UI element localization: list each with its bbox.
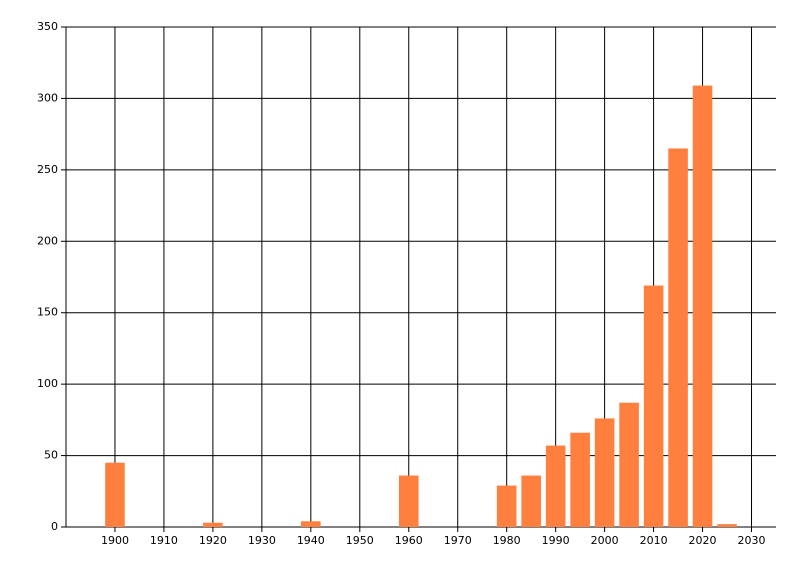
bar <box>594 418 615 527</box>
bar <box>301 521 321 527</box>
x-tick-label: 2010 <box>640 534 668 547</box>
bar <box>496 485 517 527</box>
x-tick-label: 1910 <box>150 534 178 547</box>
bar <box>717 524 737 527</box>
x-tick-label: 2030 <box>738 534 766 547</box>
x-tick-label: 1930 <box>248 534 276 547</box>
y-tick-label: 50 <box>44 449 58 462</box>
x-tick-label: 1900 <box>101 534 129 547</box>
y-tick-label: 250 <box>37 163 58 176</box>
bar <box>643 285 664 527</box>
x-tick-label: 1990 <box>542 534 570 547</box>
y-tick-label: 150 <box>37 306 58 319</box>
bar <box>545 445 566 527</box>
x-tick-label: 1920 <box>199 534 227 547</box>
x-tick-label: 1950 <box>346 534 374 547</box>
x-tick-label: 1960 <box>395 534 423 547</box>
y-tick-label: 300 <box>37 91 58 104</box>
bar <box>570 432 590 527</box>
x-tick-label: 2000 <box>591 534 619 547</box>
x-tick-label: 1940 <box>297 534 325 547</box>
bar <box>668 148 688 527</box>
y-tick-label: 100 <box>37 377 58 390</box>
x-tick-label: 1970 <box>444 534 472 547</box>
bar <box>521 475 541 527</box>
x-tick-label: 1980 <box>493 534 521 547</box>
bar <box>203 522 223 527</box>
y-tick-label: 350 <box>37 20 58 33</box>
bar <box>398 475 419 527</box>
bar <box>105 462 125 527</box>
y-tick-label: 200 <box>37 234 58 247</box>
bar <box>692 85 713 528</box>
y-tick-label: 0 <box>51 520 58 533</box>
bar <box>619 402 639 527</box>
x-tick-label: 2020 <box>689 534 717 547</box>
